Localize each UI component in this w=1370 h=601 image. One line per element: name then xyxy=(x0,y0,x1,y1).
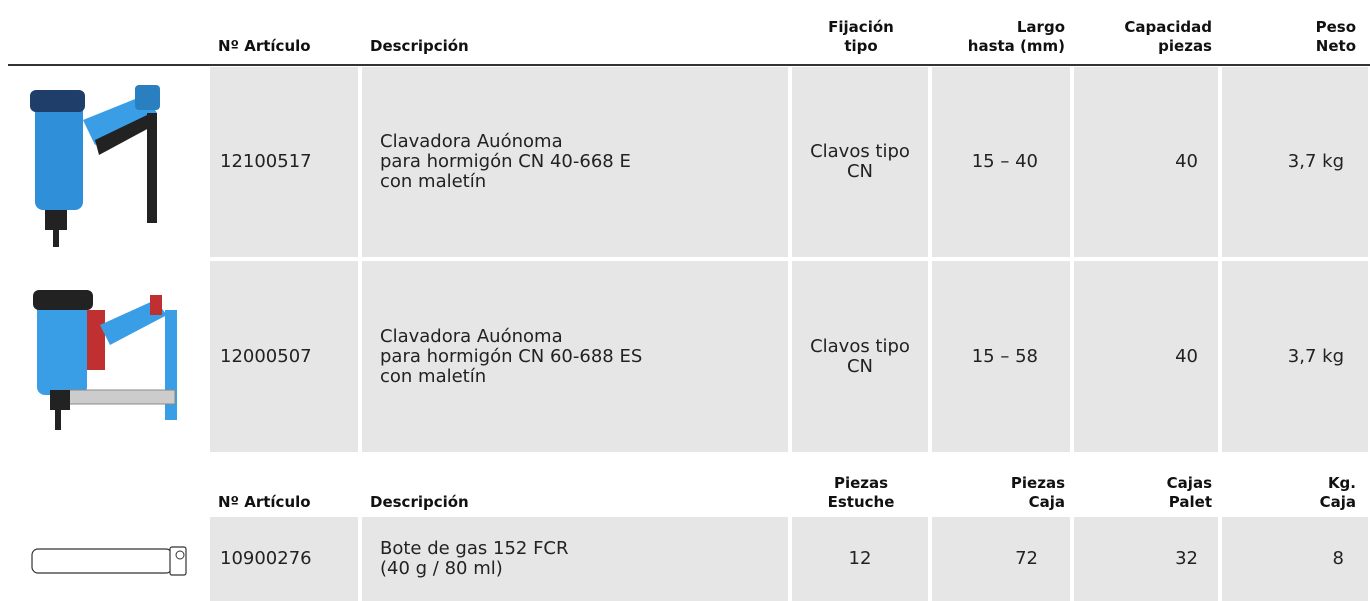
column-header: Descripción xyxy=(362,0,790,56)
table-cell: Clavos tipo CN xyxy=(792,67,928,257)
table-cell: 40 xyxy=(1074,261,1218,452)
table-cell: 12100517 xyxy=(210,67,358,257)
header-text: Kg. xyxy=(1327,474,1356,492)
header-text: Caja xyxy=(1028,493,1065,511)
table-cell: 32 xyxy=(1074,517,1218,601)
table-cell: Bote de gas 152 FCR (40 g / 80 ml) xyxy=(362,517,788,601)
cell-text: 40 xyxy=(1175,345,1198,367)
column-header: Fijación tipo xyxy=(792,0,930,56)
header-text: Piezas xyxy=(1010,474,1065,492)
cell-text: Clavadora Auónoma xyxy=(380,131,563,152)
table-cell: 15 – 58 xyxy=(932,261,1070,452)
header-text: Nº Artículo xyxy=(218,493,311,511)
table-cell: 3,7 kg xyxy=(1222,261,1368,452)
column-header: Kg. Caja xyxy=(1222,456,1370,512)
header-text: Neto xyxy=(1315,37,1356,55)
nailer-image-1 xyxy=(30,85,160,247)
header-text: Cajas xyxy=(1166,474,1212,492)
header-text: Estuche xyxy=(827,493,895,511)
header-text: piezas xyxy=(1158,37,1212,55)
cell-text: 72 xyxy=(1015,548,1038,569)
table-cell: 12000507 xyxy=(210,261,358,452)
cell-text: con maletín xyxy=(380,171,487,192)
table-cell: 72 xyxy=(932,517,1070,601)
column-header: Descripción xyxy=(362,456,790,512)
header-text: Fijación xyxy=(828,18,894,36)
column-header: Cajas Palet xyxy=(1074,456,1220,512)
column-header: Nº Artículo xyxy=(210,0,360,56)
gas-can-image xyxy=(31,546,187,576)
column-header: Nº Artículo xyxy=(210,456,360,512)
header-rule xyxy=(8,64,1370,66)
table-cell: Clavadora Auónoma para hormigón CN 60-688… xyxy=(362,261,788,452)
header-text: Capacidad xyxy=(1124,18,1212,36)
header-text: Descripción xyxy=(370,37,469,55)
cell-text: (40 g / 80 ml) xyxy=(380,558,503,579)
column-header: Piezas Estuche xyxy=(792,456,930,512)
table-cell: 12 xyxy=(792,517,928,601)
cell-text: 15 – 58 xyxy=(971,345,1038,367)
header-text: Piezas xyxy=(833,474,889,492)
header-text: hasta (mm) xyxy=(967,37,1065,55)
cell-text: 32 xyxy=(1175,548,1198,569)
cell-text: Bote de gas 152 FCR xyxy=(380,538,569,559)
cell-text: 40 xyxy=(1175,151,1198,172)
table-cell: 10900276 xyxy=(210,517,358,601)
table-cell: 15 – 40 xyxy=(932,67,1070,257)
nailer-image-2 xyxy=(33,290,177,430)
column-header: Peso Neto xyxy=(1222,0,1370,56)
header-text: Nº Artículo xyxy=(218,37,311,55)
cell-text: Clavadora Auónoma xyxy=(380,325,563,347)
column-header: Piezas Caja xyxy=(932,456,1072,512)
cell-text: 3,7 kg xyxy=(1287,345,1344,367)
cell-text: 12 xyxy=(848,548,872,569)
table-cell: 40 xyxy=(1074,67,1218,257)
cell-text: 3,7 kg xyxy=(1287,151,1344,172)
cell-text: 12100517 xyxy=(220,151,312,172)
cell-text: Clavos tipo xyxy=(810,335,910,357)
cell-text: CN xyxy=(846,355,874,377)
table-cell: Clavos tipo CN xyxy=(792,261,928,452)
cell-text: 15 – 40 xyxy=(971,151,1038,172)
cell-text: 8 xyxy=(1332,548,1344,569)
header-text: Peso xyxy=(1315,18,1356,36)
cell-text: con maletín xyxy=(380,365,487,387)
cell-text: para hormigón CN 40-668 E xyxy=(380,151,631,172)
cell-text: CN xyxy=(846,161,874,182)
column-header: Largo hasta (mm) xyxy=(932,0,1072,56)
header-text: Descripción xyxy=(370,493,469,511)
table-cell: Clavadora Auónoma para hormigón CN 40-668… xyxy=(362,67,788,257)
header-text: Largo xyxy=(1016,18,1065,36)
cell-text: 12000507 xyxy=(220,345,312,367)
header-text: Caja xyxy=(1319,493,1356,511)
column-header: Capacidad piezas xyxy=(1074,0,1220,56)
table-cell: 8 xyxy=(1222,517,1368,601)
cell-text: para hormigón CN 60-688 ES xyxy=(380,345,643,367)
cell-text: 10900276 xyxy=(220,548,312,569)
header-text: tipo xyxy=(844,37,878,55)
table-cell: 3,7 kg xyxy=(1222,67,1368,257)
cell-text: Clavos tipo xyxy=(810,141,910,162)
header-text: Palet xyxy=(1168,493,1212,511)
